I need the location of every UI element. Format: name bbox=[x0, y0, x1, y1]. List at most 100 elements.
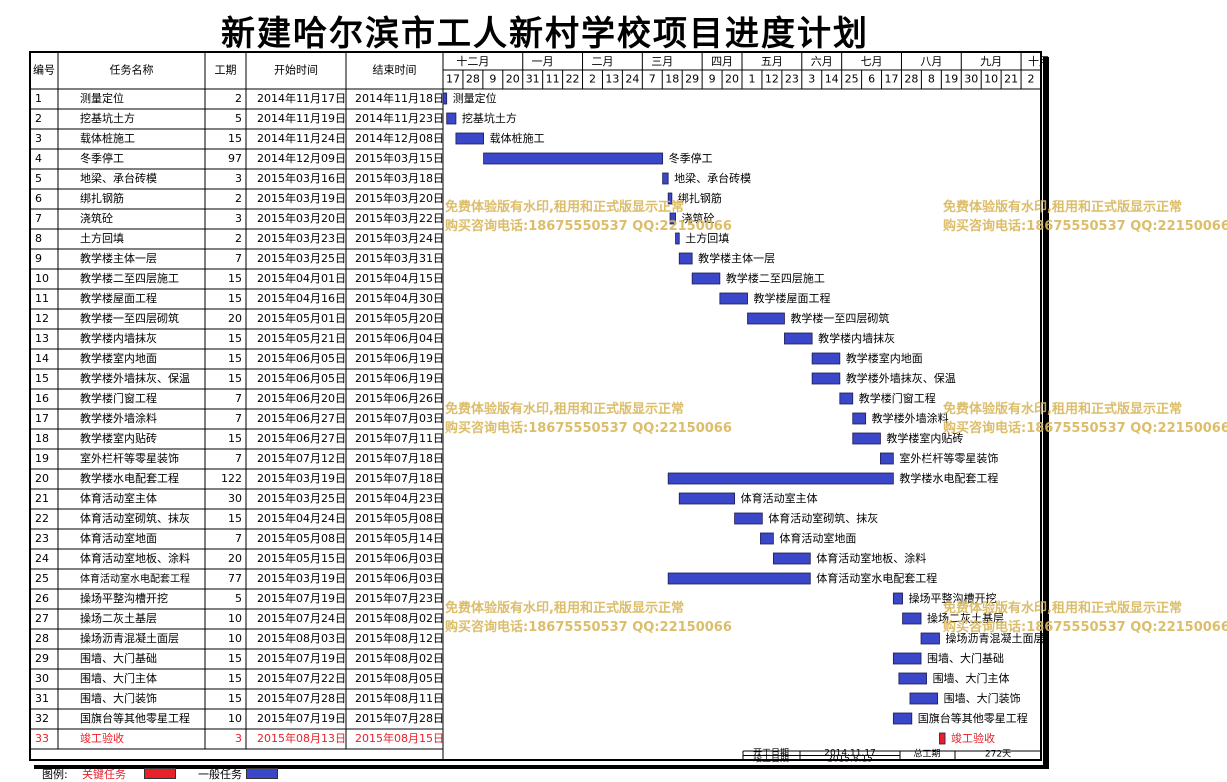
task-end: 2015年06月03日 bbox=[355, 551, 444, 565]
header-duration: 工期 bbox=[215, 64, 237, 77]
page-title: 新建哈尔滨市工人新村学校项目进度计划 bbox=[221, 14, 869, 54]
day-tick-label: 21 bbox=[1004, 73, 1018, 86]
task-id: 31 bbox=[35, 692, 49, 705]
watermark: 免费体验版有水印,租用和正式版显示正常 购买咨询电话:18675550537 QQ… bbox=[445, 200, 732, 234]
task-name: 围墙、大门基础 bbox=[80, 651, 157, 665]
month-label: 九月 bbox=[980, 55, 1002, 68]
task-id: 27 bbox=[35, 612, 49, 625]
gantt-bar bbox=[772, 552, 811, 565]
task-start: 2015年06月05日 bbox=[257, 371, 346, 385]
task-name: 教学楼内墙抹灰 bbox=[80, 331, 157, 345]
gantt-bar bbox=[920, 632, 940, 645]
task-id: 12 bbox=[35, 312, 49, 325]
task-start: 2015年03月19日 bbox=[257, 191, 346, 205]
task-duration: 15 bbox=[228, 132, 242, 145]
day-tick-label: 17 bbox=[885, 73, 899, 86]
gantt-bar bbox=[734, 512, 763, 525]
gantt-bar-label: 教学楼水电配套工程 bbox=[899, 471, 998, 485]
task-duration: 30 bbox=[228, 492, 242, 505]
task-id: 6 bbox=[35, 192, 42, 205]
task-duration: 5 bbox=[235, 112, 242, 125]
task-end: 2015年08月02日 bbox=[355, 651, 444, 665]
task-duration: 122 bbox=[221, 472, 242, 485]
task-duration: 2 bbox=[235, 192, 242, 205]
legend-critical-label: 关键任务 bbox=[82, 768, 126, 781]
task-name: 竣工验收 bbox=[80, 731, 124, 745]
task-duration: 15 bbox=[228, 292, 242, 305]
gantt-bar bbox=[852, 412, 867, 425]
task-id: 18 bbox=[35, 432, 49, 445]
gantt-bar-label: 竣工验收 bbox=[951, 731, 995, 745]
task-duration: 97 bbox=[228, 152, 242, 165]
task-name: 体育活动室地面 bbox=[80, 531, 157, 545]
task-start: 2015年03月16日 bbox=[257, 171, 346, 185]
task-id: 32 bbox=[35, 712, 49, 725]
month-label: 四月 bbox=[711, 55, 733, 68]
task-name: 操场二灰土基层 bbox=[80, 611, 157, 625]
day-tick-label: 3 bbox=[808, 73, 815, 86]
gantt-bar-label: 教学楼外墙抹灰、保温 bbox=[846, 371, 956, 385]
day-tick-label: 24 bbox=[625, 73, 639, 86]
task-id: 17 bbox=[35, 412, 49, 425]
task-duration: 20 bbox=[228, 312, 242, 325]
task-name: 体育活动室地板、涂料 bbox=[80, 551, 190, 565]
day-tick-label: 2 bbox=[589, 73, 596, 86]
day-tick-label: 11 bbox=[546, 73, 560, 86]
task-id: 8 bbox=[35, 232, 42, 245]
day-tick-label: 1 bbox=[748, 73, 755, 86]
gantt-bar-label: 教学楼主体一层 bbox=[698, 251, 775, 265]
gantt-bar bbox=[909, 692, 939, 705]
task-name: 教学楼外墙涂料 bbox=[80, 411, 157, 425]
task-start: 2015年08月03日 bbox=[257, 631, 346, 645]
task-name: 浇筑砼 bbox=[80, 211, 113, 225]
task-start: 2015年03月25日 bbox=[257, 491, 346, 505]
task-start: 2015年07月24日 bbox=[257, 611, 346, 625]
day-tick-label: 31 bbox=[526, 73, 540, 86]
day-tick-label: 8 bbox=[928, 73, 935, 86]
task-duration: 7 bbox=[235, 412, 242, 425]
day-tick-label: 22 bbox=[566, 73, 580, 86]
task-name: 教学楼门窗工程 bbox=[80, 391, 157, 405]
task-duration: 15 bbox=[228, 432, 242, 445]
gantt-bar-label: 体育活动室地面 bbox=[779, 531, 856, 545]
gantt-bar bbox=[784, 332, 813, 345]
task-id: 20 bbox=[35, 472, 49, 485]
footer-total-value: 272天 bbox=[985, 750, 1011, 760]
task-name: 围墙、大门主体 bbox=[80, 671, 157, 685]
task-end: 2015年03月15日 bbox=[355, 151, 444, 165]
task-id: 28 bbox=[35, 632, 49, 645]
task-duration: 20 bbox=[228, 552, 242, 565]
task-start: 2015年03月20日 bbox=[257, 211, 346, 225]
task-end: 2015年08月05日 bbox=[355, 671, 444, 685]
day-tick-label: 28 bbox=[466, 73, 480, 86]
gantt-bar bbox=[898, 672, 927, 685]
gantt-bar-label: 教学楼二至四层施工 bbox=[726, 271, 825, 285]
legend-label: 图例: bbox=[42, 768, 68, 781]
task-name: 操场沥青混凝土面层 bbox=[80, 631, 179, 645]
task-duration: 3 bbox=[235, 212, 242, 225]
task-start: 2015年06月05日 bbox=[257, 351, 346, 365]
task-id: 7 bbox=[35, 212, 42, 225]
task-id: 19 bbox=[35, 452, 49, 465]
watermark: 免费体验版有水印,租用和正式版显示正常 购买咨询电话:18675550537 QQ… bbox=[445, 601, 732, 635]
task-id: 29 bbox=[35, 652, 49, 665]
frame-shadow-right bbox=[1043, 57, 1049, 767]
gantt-bar bbox=[892, 592, 903, 605]
task-duration: 15 bbox=[228, 332, 242, 345]
day-tick-label: 2 bbox=[1028, 73, 1035, 86]
task-duration: 15 bbox=[228, 272, 242, 285]
gantt-bar bbox=[667, 472, 894, 485]
footer-end-label: 竣工日期 bbox=[753, 753, 789, 765]
task-name: 体育活动室主体 bbox=[80, 491, 157, 505]
task-end: 2015年07月28日 bbox=[355, 711, 444, 725]
gantt-bar bbox=[892, 712, 913, 725]
task-id: 1 bbox=[35, 92, 42, 105]
task-duration: 7 bbox=[235, 392, 242, 405]
task-start: 2015年07月28日 bbox=[257, 691, 346, 705]
task-end: 2015年07月18日 bbox=[355, 471, 444, 485]
day-tick-label: 20 bbox=[506, 73, 520, 86]
task-end: 2015年04月15日 bbox=[355, 271, 444, 285]
task-end: 2015年05月08日 bbox=[355, 511, 444, 525]
task-start: 2015年07月19日 bbox=[257, 651, 346, 665]
